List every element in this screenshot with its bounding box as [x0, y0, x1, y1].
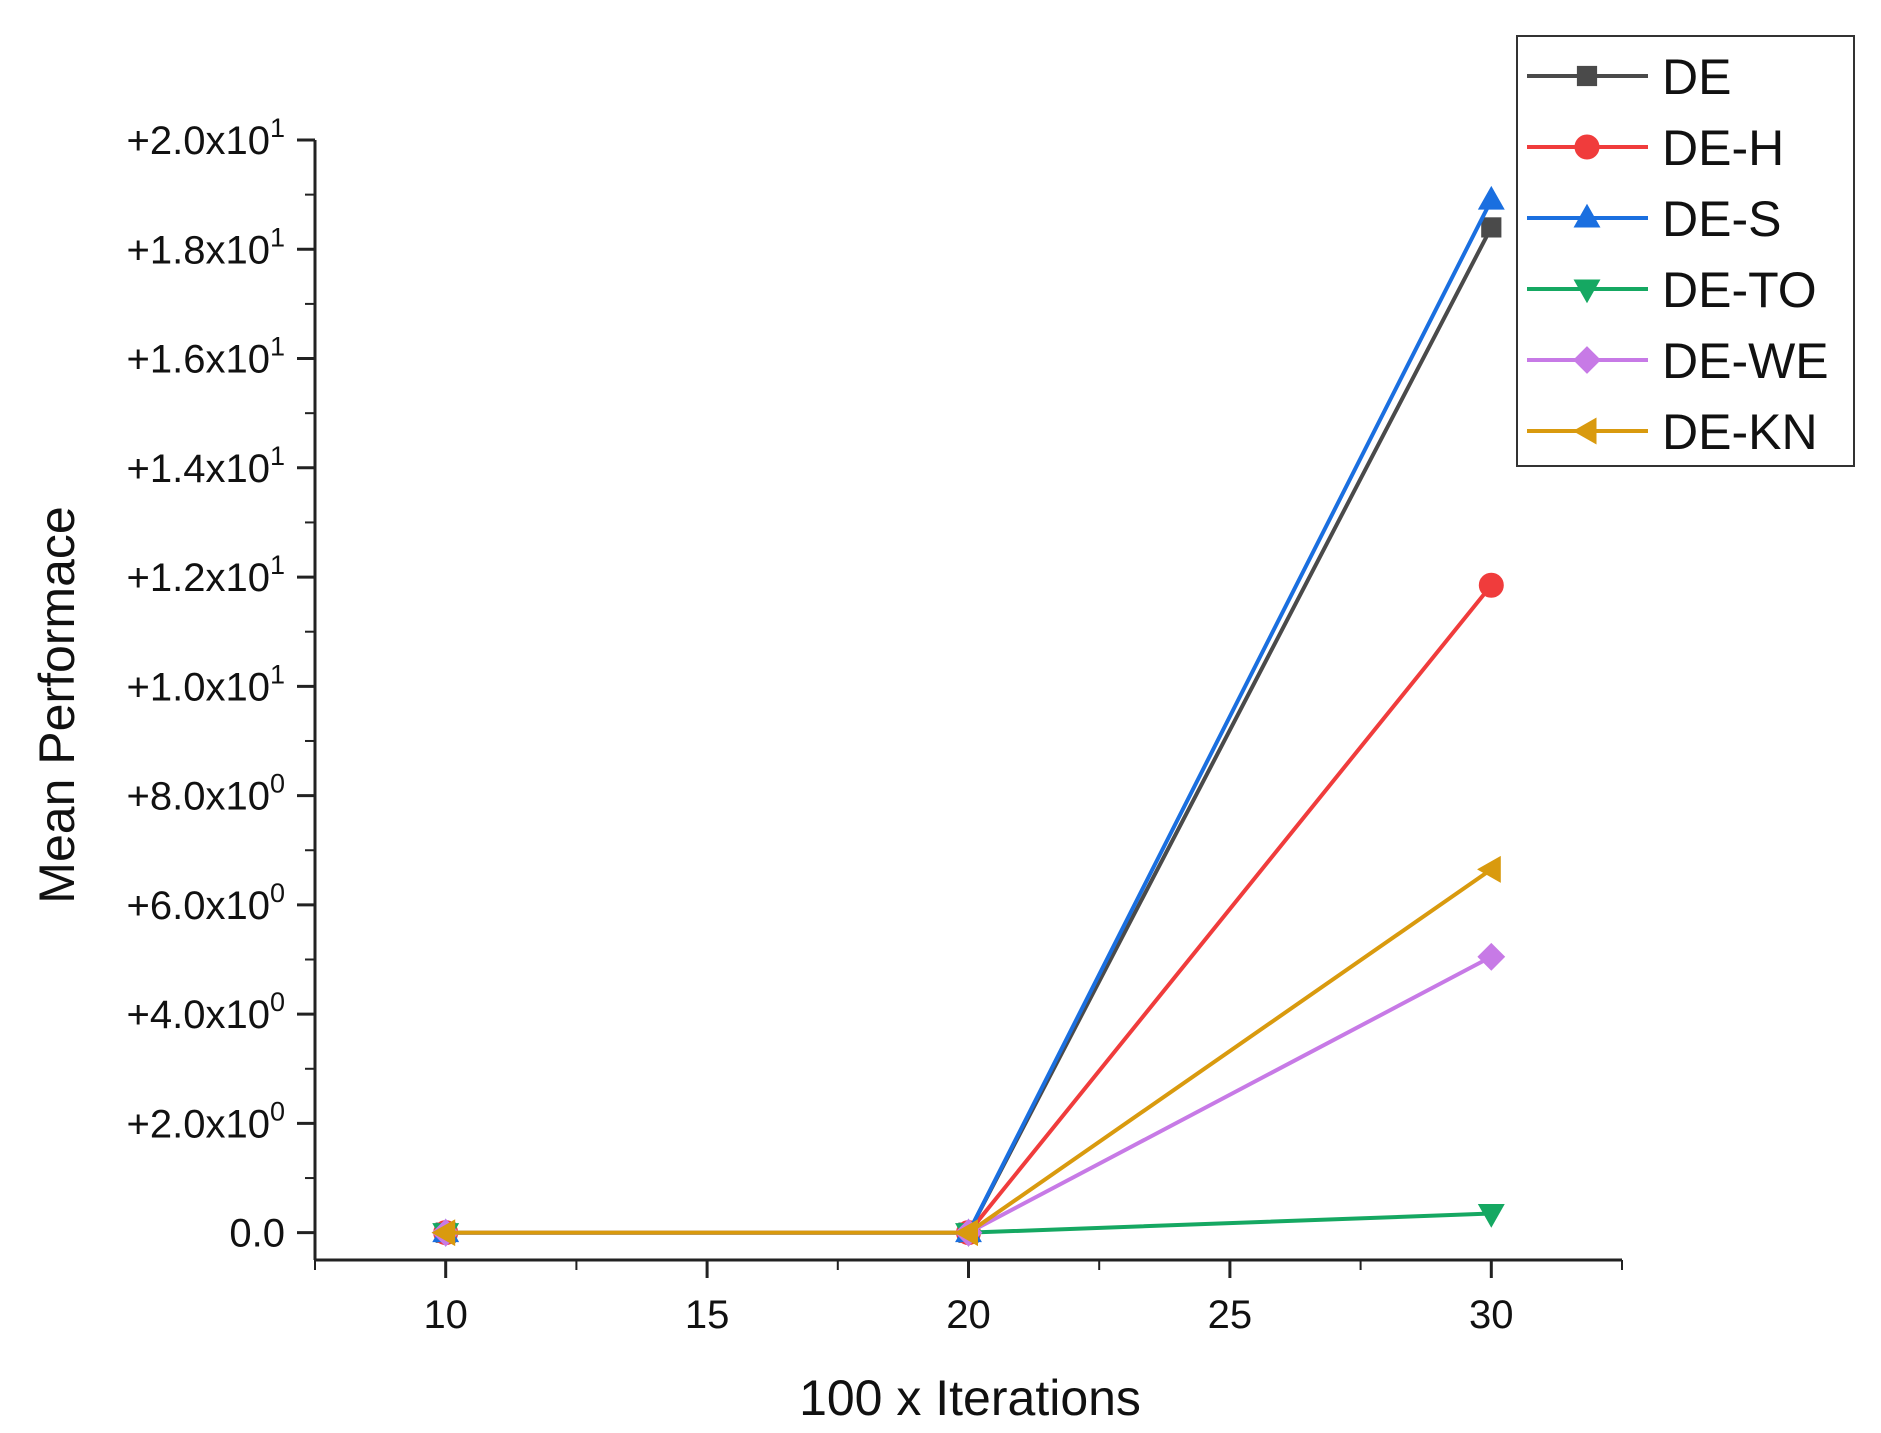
- legend-marker: [1572, 417, 1597, 445]
- x-tick-label: 15: [685, 1293, 730, 1337]
- y-tick-label: +8.0x100: [127, 769, 286, 819]
- data-point: [1481, 217, 1502, 238]
- series-line: [445, 199, 1494, 1235]
- x-tick-label: 25: [1208, 1293, 1253, 1337]
- data-point: [954, 1219, 978, 1247]
- legend-entry-de-kn: DE-KN: [1527, 404, 1818, 460]
- series-de-h: [433, 572, 1504, 1246]
- series-line: [445, 867, 1493, 1235]
- legend-entry-de: DE: [1527, 49, 1731, 105]
- data-point: [1478, 572, 1504, 598]
- x-tick-label: 10: [423, 1293, 468, 1337]
- legend-entry-de-h: DE-H: [1527, 120, 1784, 176]
- x-ticks: 10 15 20 25 30: [314, 1260, 1623, 1337]
- legend-label: DE-TO: [1662, 262, 1817, 318]
- series: [431, 185, 1506, 1247]
- y-tick-label: +4.0x100: [127, 987, 286, 1037]
- legend: DE DE-H DE-S DE-TO DE-WE DE-KN: [1516, 35, 1855, 467]
- data-point: [1477, 185, 1505, 210]
- series-de-we: [431, 942, 1506, 1247]
- legend-marker: [1576, 65, 1598, 87]
- series-de-kn: [431, 855, 1501, 1247]
- y-tick-label: +1.8x101: [127, 222, 286, 272]
- legend-entry-de-to: DE-TO: [1527, 262, 1817, 318]
- y-tick-label: +6.0x100: [127, 878, 286, 928]
- series-de: [435, 217, 1502, 1243]
- y-tick-label: +2.0x101: [127, 113, 286, 163]
- legend-entry-de-we: DE-WE: [1527, 333, 1829, 389]
- legend-label: DE-H: [1662, 120, 1784, 176]
- legend-entry-de-s: DE-S: [1527, 191, 1781, 247]
- legend-label: DE: [1662, 49, 1731, 105]
- y-tick-label: +1.0x101: [127, 659, 286, 709]
- legend-marker: [1573, 346, 1601, 374]
- series-line: [445, 584, 1493, 1235]
- y-axis-title: Mean Performace: [29, 506, 85, 903]
- x-axis-title: 100 x Iterations: [799, 1370, 1141, 1426]
- x-tick-label: 20: [946, 1293, 991, 1337]
- y-tick-label: +1.4x101: [127, 441, 286, 491]
- data-point: [1477, 855, 1501, 883]
- data-point: [1477, 942, 1506, 971]
- legend-marker: [1573, 203, 1601, 228]
- legend-label: DE-KN: [1662, 404, 1818, 460]
- series-line: [445, 226, 1494, 1235]
- data-point: [431, 1219, 456, 1247]
- y-tick-label: +2.0x100: [127, 1096, 286, 1146]
- x-tick-label: 30: [1469, 1293, 1514, 1337]
- legend-marker: [1574, 134, 1600, 160]
- y-tick-label: +1.6x101: [127, 332, 286, 382]
- axes: [313, 140, 1622, 1262]
- y-tick-label: 0.0: [229, 1212, 285, 1256]
- series-line: [445, 955, 1493, 1235]
- data-point: [1477, 1204, 1505, 1228]
- legend-box: [1516, 35, 1855, 467]
- legend-marker: [1573, 279, 1601, 304]
- legend-label: DE-WE: [1662, 333, 1829, 389]
- series-de-s: [432, 185, 1505, 1243]
- y-tick-label: +1.2x101: [127, 550, 286, 600]
- y-ticks: 0.0 +2.0x100 +4.0x100 +6.0x100 +8.0x100 +1.0x…: [127, 113, 315, 1256]
- legend-label: DE-S: [1662, 191, 1781, 247]
